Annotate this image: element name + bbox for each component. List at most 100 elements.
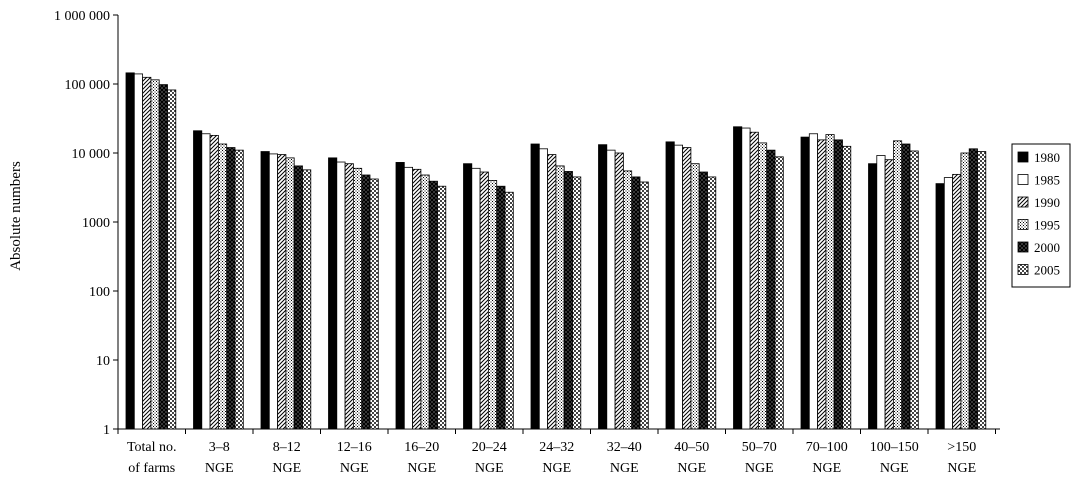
bar-2000-9: [766, 149, 776, 430]
legend-label-1990: 1990: [1034, 195, 1060, 210]
bar-1995-8: [690, 163, 700, 430]
legend-swatch-1995: [1017, 219, 1029, 230]
bar-1985-2: [268, 153, 278, 430]
bar-1985-4: [403, 166, 413, 430]
bar-2000-12: [968, 148, 978, 430]
bar-1980-9: [733, 126, 743, 430]
category-label-line1: 20–24: [472, 440, 507, 455]
category-label-line1: 16–20: [404, 440, 439, 455]
bar-1990-6: [547, 154, 557, 430]
category-label-line1: 100–150: [870, 440, 919, 455]
bar-2005-8: [707, 176, 717, 430]
bar-2000-10: [833, 139, 843, 430]
bar-1980-11: [868, 163, 878, 430]
bar-1990-1: [209, 134, 219, 430]
bar-1995-10: [825, 134, 835, 430]
bar-2000-4: [428, 180, 438, 430]
bar-2005-11: [909, 150, 919, 430]
legend-label-2000: 2000: [1034, 240, 1060, 255]
legend-swatch-1980: [1017, 151, 1029, 163]
y-tick-labels: 1 10 100 1000 10 000 100 000 1 000 000: [54, 9, 110, 438]
bar-1980-3: [328, 157, 338, 430]
legend-swatch-2000: [1017, 241, 1029, 253]
category-label-line1: 50–70: [742, 440, 777, 455]
bar-1990-9: [749, 131, 759, 430]
category-label-line2: NGE: [542, 461, 571, 476]
legend-label-2005: 2005: [1034, 263, 1060, 278]
category-label-line2: of farms: [128, 461, 175, 476]
category-label-line2: NGE: [812, 461, 841, 476]
y-tick-label: 1000: [82, 216, 110, 231]
bar-1985-12: [943, 177, 953, 430]
bar-1995-4: [420, 174, 430, 430]
bar-2000-3: [361, 174, 371, 430]
bar-1990-0: [142, 76, 152, 430]
bar-1980-8: [665, 141, 675, 430]
bar-1980-0: [125, 72, 135, 430]
bar-2000-7: [631, 176, 641, 430]
bar-2005-3: [369, 178, 379, 430]
bar-1980-10: [800, 136, 810, 430]
bar-2005-0: [167, 89, 177, 430]
bar-2005-2: [302, 169, 312, 430]
bar-2005-9: [774, 156, 784, 430]
y-axis-title: Absolute numbers: [8, 161, 24, 271]
bar-1990-8: [682, 147, 692, 430]
legend-swatch-2005: [1017, 264, 1029, 275]
category-label-line2: NGE: [610, 461, 639, 476]
bar-1985-3: [336, 161, 346, 430]
bar-1985-1: [201, 133, 211, 430]
category-label-line2: NGE: [205, 461, 234, 476]
bar-2005-4: [437, 185, 447, 430]
bar-1980-2: [260, 151, 270, 430]
bar-1995-1: [217, 143, 228, 430]
y-tick-label: 10: [96, 354, 110, 369]
category-label-line1: >150: [947, 440, 976, 455]
y-tick-label: 1 000 000: [54, 9, 110, 24]
bar-1995-11: [893, 140, 903, 430]
bar-1980-1: [193, 130, 203, 430]
bar-2005-10: [842, 145, 852, 430]
category-label-line1: 40–50: [674, 440, 709, 455]
bar-1990-11: [884, 159, 894, 430]
bar-1990-10: [817, 139, 827, 430]
bar-1985-7: [606, 149, 616, 430]
bar-2005-12: [977, 151, 987, 430]
bar-1995-2: [285, 157, 295, 430]
bar-1985-6: [538, 148, 548, 430]
bar-1990-3: [344, 163, 354, 430]
category-label-line1: 12–16: [337, 440, 372, 455]
bar-1995-0: [150, 79, 160, 430]
bar-1980-6: [530, 143, 540, 430]
y-tick-label: 100: [89, 285, 110, 300]
bar-1990-5: [479, 171, 489, 430]
bar-1980-12: [935, 183, 945, 430]
bar-1980-5: [463, 163, 473, 430]
bar-2000-1: [226, 147, 236, 430]
category-label-line2: NGE: [947, 461, 976, 476]
bar-2005-5: [504, 191, 514, 430]
bar-1995-5: [487, 180, 498, 430]
legend-swatch-1990: [1017, 196, 1029, 208]
legend: 1980 1985 1990 1995 2000 2005: [1011, 143, 1071, 288]
legend-label-1980: 1980: [1034, 150, 1060, 165]
bar-1985-8: [673, 144, 683, 430]
category-label-line1: 70–100: [806, 440, 848, 455]
category-label-line2: NGE: [677, 461, 706, 476]
bar-1995-12: [960, 152, 970, 430]
category-label-line1: 3–8: [209, 440, 230, 455]
y-tick-label: 10 000: [72, 147, 111, 162]
category-label-line2: NGE: [340, 461, 369, 476]
bar-1985-9: [741, 127, 751, 430]
category-label-line2: NGE: [272, 461, 301, 476]
category-label-line1: 32–40: [607, 440, 642, 455]
category-label-line1: 8–12: [273, 440, 301, 455]
legend-box: [1011, 143, 1071, 288]
bar-1990-4: [412, 168, 422, 430]
bar-1985-0: [133, 73, 144, 430]
bar-1995-7: [623, 170, 633, 430]
category-label-line2: NGE: [880, 461, 909, 476]
bar-2005-1: [234, 149, 244, 430]
bar-2005-6: [572, 176, 582, 430]
